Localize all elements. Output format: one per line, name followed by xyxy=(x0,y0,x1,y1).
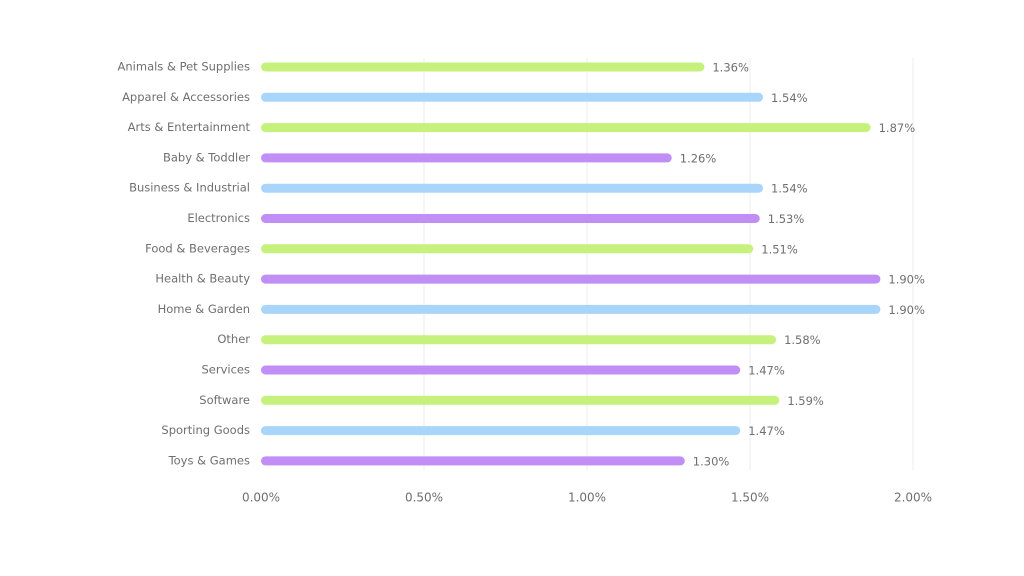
category-label: Animals & Pet Supplies xyxy=(118,60,250,74)
category-label: Electronics xyxy=(187,211,250,225)
bar xyxy=(261,456,685,466)
category-label: Business & Industrial xyxy=(129,181,250,195)
value-label: 1.30% xyxy=(693,454,730,468)
value-label: 1.90% xyxy=(888,273,925,287)
bar xyxy=(261,153,672,163)
x-tick-label: 0.00% xyxy=(242,491,280,505)
bar xyxy=(261,426,741,436)
bar xyxy=(261,274,881,284)
value-label: 1.47% xyxy=(748,424,785,438)
value-label: 1.53% xyxy=(768,212,805,226)
bar xyxy=(261,304,881,314)
x-tick-label: 0.50% xyxy=(405,491,443,505)
bar xyxy=(261,244,754,254)
value-label: 1.87% xyxy=(879,121,916,135)
category-label: Arts & Entertainment xyxy=(128,120,251,134)
value-label: 1.47% xyxy=(748,364,785,378)
value-label: 1.54% xyxy=(771,91,808,105)
category-label: Other xyxy=(217,332,250,346)
bar xyxy=(261,92,764,102)
category-label: Software xyxy=(199,393,250,407)
category-label: Home & Garden xyxy=(158,302,250,316)
category-label: Baby & Toddler xyxy=(163,150,250,164)
category-label: Apparel & Accessories xyxy=(122,90,250,104)
category-label: Health & Beauty xyxy=(155,272,250,286)
value-label: 1.26% xyxy=(680,151,717,165)
x-tick-label: 1.50% xyxy=(731,491,769,505)
value-label: 1.36% xyxy=(712,61,749,75)
x-tick-label: 2.00% xyxy=(894,491,932,505)
value-label: 1.59% xyxy=(787,394,824,408)
value-label: 1.51% xyxy=(761,242,798,256)
bar xyxy=(261,183,764,193)
bar xyxy=(261,335,777,345)
category-label: Services xyxy=(202,363,251,377)
category-label: Sporting Goods xyxy=(161,423,250,437)
value-label: 1.90% xyxy=(888,303,925,317)
bar xyxy=(261,62,705,72)
value-label: 1.54% xyxy=(771,182,808,196)
bar xyxy=(261,365,741,375)
category-label: Toys & Games xyxy=(168,453,250,467)
x-tick-label: 1.00% xyxy=(568,491,606,505)
bar xyxy=(261,395,780,405)
value-label: 1.58% xyxy=(784,333,821,347)
category-label: Food & Beverages xyxy=(145,241,250,255)
bar xyxy=(261,123,871,133)
bar xyxy=(261,214,760,223)
